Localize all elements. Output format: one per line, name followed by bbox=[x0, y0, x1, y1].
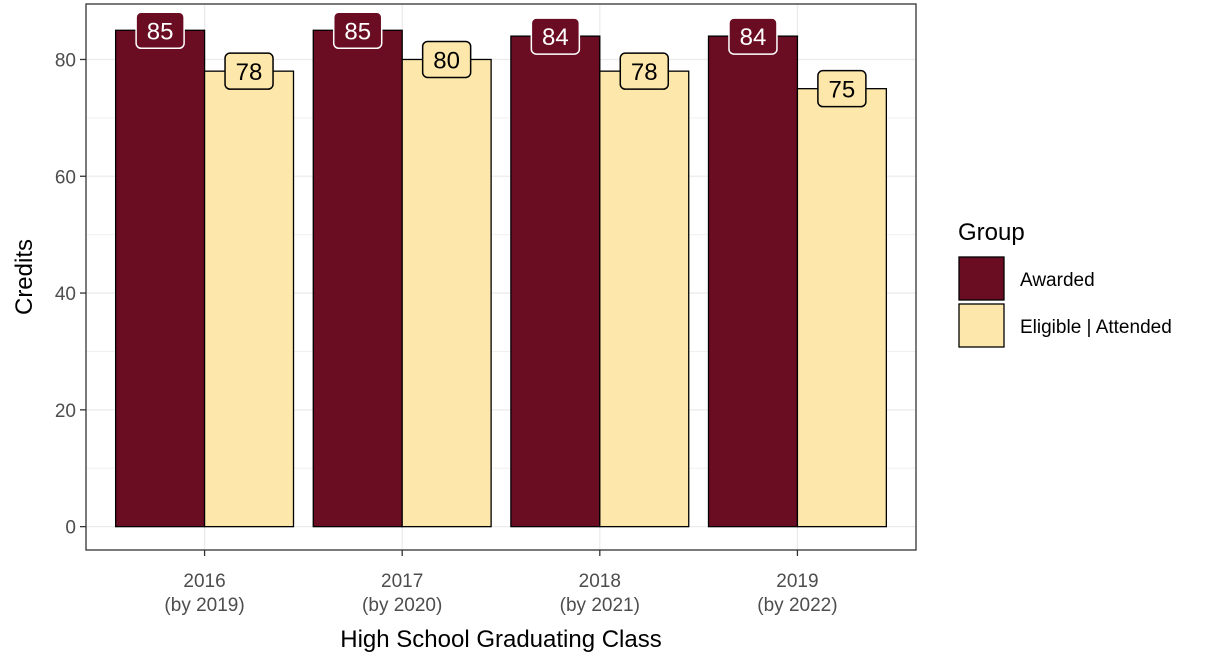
data-label-box bbox=[728, 17, 778, 55]
y-tick-label: 60 bbox=[55, 167, 76, 188]
data-label-box bbox=[619, 52, 670, 90]
data-label-box bbox=[530, 17, 581, 55]
data-label: 78 bbox=[631, 59, 658, 86]
y-tick-label: 0 bbox=[65, 518, 76, 539]
bar-eligible-attended bbox=[203, 70, 295, 528]
data-label-box bbox=[332, 11, 383, 50]
bar-eligible-attended bbox=[599, 70, 690, 528]
data-label-box bbox=[817, 69, 867, 108]
data-labels: 85 85 84 84 78 80 78 75 bbox=[135, 11, 867, 108]
x-axis: 2016 (by 2019) 2017 (by 2020) 2018 (by 2021) 2… bbox=[164, 550, 838, 616]
x-axis-title: High School Graduating Class bbox=[340, 626, 662, 653]
y-tick-label: 40 bbox=[55, 284, 76, 305]
legend-label: Awarded bbox=[1020, 270, 1095, 291]
y-axis-title: Credits bbox=[11, 239, 38, 315]
data-label: 84 bbox=[740, 24, 767, 51]
x-tick-sublabel: (by 2019) bbox=[164, 595, 244, 616]
bars bbox=[114, 29, 888, 528]
legend-key bbox=[958, 303, 1005, 348]
x-tick-label: 2019 bbox=[776, 571, 818, 592]
legend-key bbox=[958, 256, 1005, 301]
data-label: 84 bbox=[542, 24, 569, 51]
data-label-box bbox=[135, 11, 185, 50]
bar-eligible-attended bbox=[401, 58, 492, 528]
x-tick-sublabel: (by 2022) bbox=[757, 595, 837, 616]
panel-border bbox=[85, 3, 917, 551]
x-tick-label: 2016 bbox=[183, 571, 225, 592]
data-label: 75 bbox=[829, 77, 856, 104]
legend: Group Awarded Eligible | Attended bbox=[958, 219, 1172, 348]
bar-eligible-attended bbox=[796, 88, 888, 528]
x-tick-label: 2017 bbox=[381, 571, 423, 592]
bar-awarded bbox=[707, 35, 799, 528]
bar-awarded bbox=[510, 35, 601, 528]
data-label-box bbox=[224, 52, 274, 90]
data-label: 85 bbox=[147, 18, 174, 45]
data-label: 78 bbox=[236, 59, 263, 86]
data-label-box bbox=[421, 40, 472, 79]
x-tick-label: 2018 bbox=[579, 571, 621, 592]
legend-title: Group bbox=[958, 219, 1025, 246]
bar-awarded bbox=[312, 29, 403, 528]
y-tick-label: 20 bbox=[55, 401, 76, 422]
y-tick-label: 80 bbox=[55, 50, 76, 71]
y-axis: 0 20 40 60 80 bbox=[55, 50, 86, 539]
legend-label: Eligible | Attended bbox=[1020, 317, 1172, 338]
x-tick-sublabel: (by 2020) bbox=[362, 595, 442, 616]
data-label: 80 bbox=[433, 47, 460, 74]
data-label: 85 bbox=[344, 18, 371, 45]
bar-awarded bbox=[114, 29, 206, 528]
x-tick-sublabel: (by 2021) bbox=[560, 595, 640, 616]
